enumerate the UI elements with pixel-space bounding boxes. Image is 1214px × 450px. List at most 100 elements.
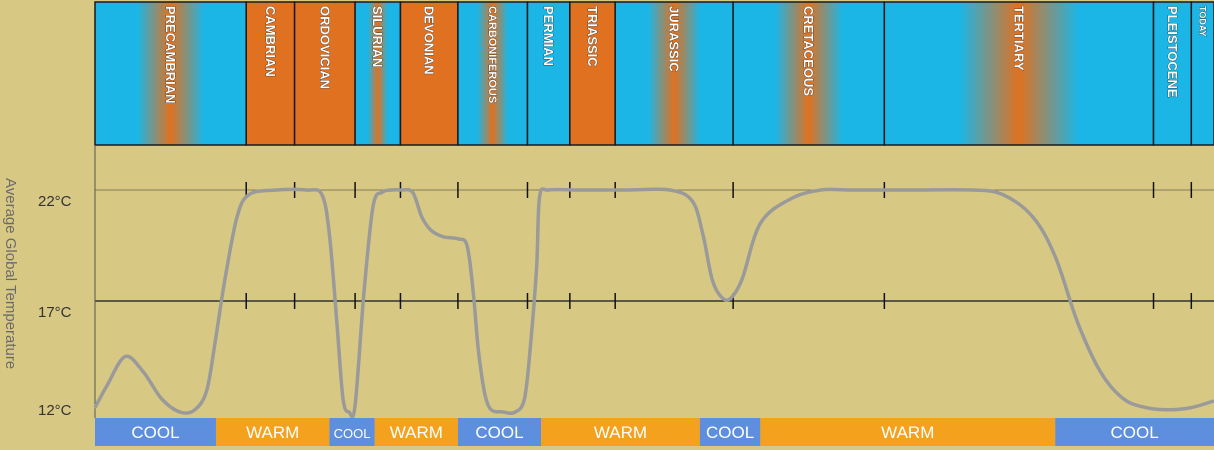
y-tick-labels: 22°C 17°C 12°C: [38, 193, 72, 419]
climate-band-cool: [1055, 418, 1214, 446]
temperature-point: [160, 397, 163, 400]
temperature-point: [321, 193, 323, 196]
climate-band-cool: [329, 418, 375, 446]
temperature-point: [348, 411, 350, 413]
temperature-point: [578, 189, 580, 191]
temperature-point: [429, 229, 432, 231]
period-label-pleistocene: PLEISTOCENE: [1165, 6, 1180, 98]
period-label-silurian: SILURIAN: [370, 6, 385, 67]
period-label-devonian: DEVONIAN: [422, 6, 437, 75]
temperature-point: [215, 335, 217, 338]
temperature-point: [850, 189, 852, 191]
temperature-point: [441, 235, 444, 238]
temperature-point: [336, 322, 338, 325]
temperature-point: [668, 189, 671, 191]
temperature-curve-group: [93, 187, 1214, 419]
temperature-point: [342, 397, 344, 400]
periods-strip: PRECAMBRIAN CAMBRIAN ORDOVICIAN SILURIAN DEV…: [94, 1, 1214, 146]
temperature-point: [1190, 406, 1193, 409]
climate-bands: COOL WARM COOL WARM COOL WARM COOL WARM COOL: [95, 418, 1214, 446]
temperature-point: [623, 189, 626, 191]
climate-band-label: WARM: [246, 423, 299, 442]
temperature-point: [1145, 406, 1147, 409]
period-tertiary: [883, 1, 1155, 146]
period-devonian: [399, 1, 459, 146]
temperature-point: [194, 408, 196, 411]
temperature-point: [1099, 371, 1102, 373]
climate-band-label: COOL: [706, 423, 754, 442]
temperature-point: [529, 344, 532, 347]
temperature-point: [971, 189, 973, 191]
temperature-point: [411, 191, 414, 194]
period-silurian: [354, 1, 402, 146]
temperature-point: [372, 204, 375, 207]
temperature-point: [420, 215, 423, 218]
temperature-point: [478, 355, 480, 358]
temperature-point: [1001, 193, 1004, 196]
temperature-point: [910, 189, 913, 191]
period-cretaceous: [732, 1, 886, 146]
climate-band-warm: [541, 418, 700, 446]
temperature-point: [381, 191, 384, 194]
temperature-point: [502, 411, 505, 413]
period-permian: [526, 1, 571, 146]
temperature-point: [1031, 215, 1034, 218]
temperature-point: [399, 189, 402, 191]
temperature-point: [759, 222, 762, 225]
temperature-point: [472, 289, 474, 291]
period-label-permian: PERMIAN: [541, 6, 556, 66]
climate-band-cool: [457, 418, 542, 446]
y-axis-label: Average Global Temperature: [2, 178, 19, 369]
temperature-point: [206, 389, 208, 391]
temperature-point: [466, 244, 468, 247]
period-label-precambrian: PRECAMBRIAN: [163, 6, 178, 104]
temperature-point: [538, 195, 541, 198]
temperature-point: [523, 397, 526, 400]
climate-band-label: WARM: [594, 423, 647, 442]
temperature-point: [363, 289, 365, 291]
climate-band-label: COOL: [131, 423, 179, 442]
temperature-point: [328, 233, 331, 236]
period-precambrian: [94, 1, 247, 146]
period-jurassic: [614, 1, 734, 146]
y-tick-label: 12°C: [38, 402, 72, 419]
temperature-point: [729, 297, 731, 300]
temperature-point: [487, 404, 489, 407]
temperature-point: [789, 198, 792, 200]
temperature-point: [142, 371, 145, 373]
temperature-point: [1054, 255, 1057, 258]
period-label-carboniferous: CARBONIFEROUS: [486, 6, 498, 103]
temperature-point: [275, 189, 278, 191]
temperature-point: [720, 295, 722, 298]
temperature-point: [248, 193, 251, 196]
temperature-point: [354, 404, 356, 407]
climate-band-cool: [699, 418, 761, 446]
period-label-cambrian: CAMBRIAN: [263, 6, 278, 77]
temperature-point: [1122, 397, 1125, 400]
period-today: [1190, 1, 1214, 146]
temperature-point: [547, 189, 550, 191]
temperature-point: [94, 406, 96, 409]
y-tick-label: 22°C: [38, 193, 72, 210]
climate-band-label: WARM: [881, 423, 934, 442]
period-label-triassic: TRIASSIC: [585, 6, 600, 67]
temperature-point: [514, 411, 517, 413]
temperature-point: [711, 278, 713, 280]
period-label-today: TODAY: [1198, 6, 1208, 37]
climate-band-label: COOL: [1111, 423, 1159, 442]
climate-band-label: WARM: [390, 423, 443, 442]
temperature-point: [702, 233, 704, 236]
temperature-point: [305, 189, 308, 191]
period-label-ordovician: ORDOVICIAN: [317, 6, 332, 89]
climate-band-warm: [760, 418, 1056, 446]
climate-band-label: COOL: [334, 426, 371, 441]
temperature-point: [535, 266, 538, 269]
temperature-point: [1077, 322, 1079, 325]
period-triassic: [569, 1, 616, 146]
temperature-point: [106, 384, 108, 387]
temperature-point: [691, 200, 694, 202]
temperature-point: [741, 278, 744, 280]
climate-band-warm: [374, 418, 458, 446]
climate-band-label: COOL: [475, 423, 523, 442]
temperature-point: [390, 189, 393, 191]
